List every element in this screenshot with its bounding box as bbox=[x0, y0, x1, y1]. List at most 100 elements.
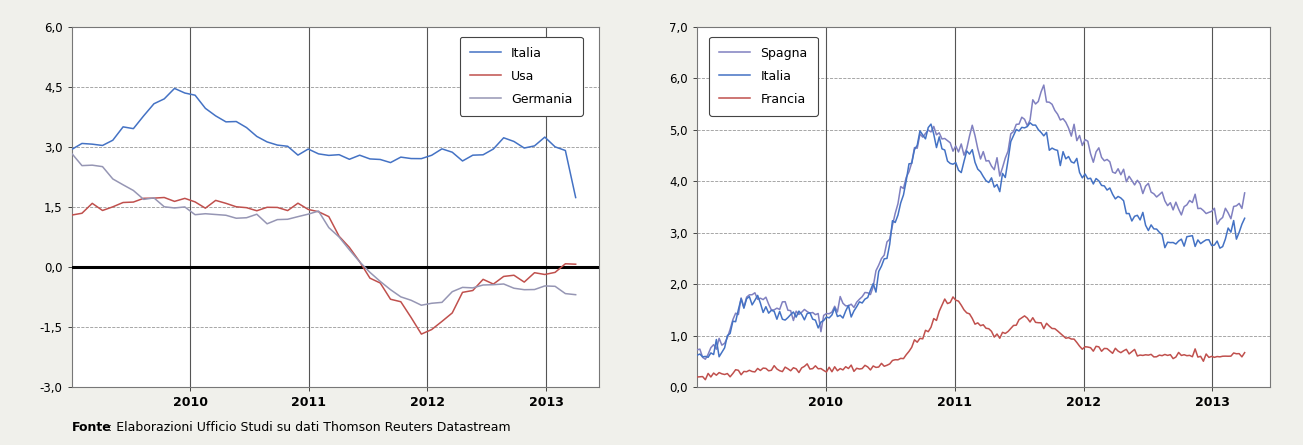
Francia bbox=[1237, 350, 1252, 355]
Spagna bbox=[838, 303, 853, 308]
Francia bbox=[1214, 354, 1230, 359]
Usa bbox=[568, 262, 584, 267]
Usa bbox=[259, 205, 275, 210]
Italia bbox=[218, 119, 233, 125]
Italia bbox=[465, 153, 481, 158]
Italia bbox=[310, 151, 326, 157]
Line: Francia: Francia bbox=[697, 297, 1244, 380]
Italia bbox=[125, 126, 141, 131]
Italia bbox=[794, 312, 809, 317]
Italia bbox=[291, 153, 306, 158]
Usa bbox=[547, 270, 563, 275]
Francia bbox=[794, 365, 809, 371]
Usa bbox=[238, 205, 254, 210]
Italia bbox=[238, 125, 254, 130]
Usa bbox=[341, 245, 357, 250]
Germania bbox=[188, 212, 203, 217]
Italia bbox=[362, 156, 378, 162]
Italia bbox=[689, 352, 705, 358]
Usa bbox=[486, 281, 502, 287]
Germania bbox=[373, 279, 388, 284]
Germania bbox=[547, 283, 563, 289]
Italia bbox=[486, 146, 502, 152]
Usa bbox=[537, 272, 552, 277]
Germania bbox=[383, 287, 399, 292]
Germania bbox=[146, 195, 162, 201]
Germania bbox=[476, 282, 491, 287]
Italia bbox=[321, 153, 336, 158]
Italia bbox=[136, 113, 151, 118]
Legend: Italia, Usa, Germania: Italia, Usa, Germania bbox=[460, 36, 582, 116]
Italia bbox=[526, 143, 542, 149]
Usa bbox=[218, 201, 233, 206]
Usa bbox=[394, 299, 409, 304]
Spagna bbox=[1214, 215, 1230, 220]
Italia bbox=[85, 142, 100, 147]
Italia bbox=[259, 139, 275, 145]
Germania bbox=[403, 298, 418, 303]
Usa bbox=[95, 208, 111, 213]
Usa bbox=[310, 209, 326, 214]
Spagna bbox=[1196, 208, 1212, 213]
Usa bbox=[177, 196, 193, 201]
Usa bbox=[228, 204, 244, 210]
Germania bbox=[568, 292, 584, 297]
Italia bbox=[838, 308, 853, 314]
Usa bbox=[167, 199, 182, 204]
Line: Italia: Italia bbox=[697, 123, 1244, 357]
Germania bbox=[341, 247, 357, 252]
Italia bbox=[547, 144, 563, 150]
Germania bbox=[198, 211, 214, 216]
Germania bbox=[208, 212, 224, 217]
Germania bbox=[291, 214, 306, 219]
Line: Italia: Italia bbox=[72, 89, 576, 198]
Usa bbox=[413, 332, 429, 337]
Germania bbox=[352, 259, 367, 264]
Usa bbox=[352, 259, 367, 264]
Usa bbox=[506, 273, 521, 278]
Italia bbox=[115, 124, 130, 129]
Spagna bbox=[1237, 190, 1252, 196]
Usa bbox=[125, 199, 141, 205]
Italia bbox=[301, 146, 317, 152]
Usa bbox=[249, 208, 265, 214]
Germania bbox=[106, 176, 121, 182]
Usa bbox=[558, 261, 573, 267]
Usa bbox=[156, 195, 172, 200]
Germania bbox=[249, 211, 265, 217]
Italia bbox=[1214, 244, 1230, 249]
Germania bbox=[516, 287, 532, 292]
Italia bbox=[724, 319, 740, 324]
Usa bbox=[291, 201, 306, 206]
Usa bbox=[516, 279, 532, 285]
Usa bbox=[146, 195, 162, 201]
Usa bbox=[465, 288, 481, 293]
Usa bbox=[434, 319, 450, 324]
Usa bbox=[136, 196, 151, 201]
Italia bbox=[383, 160, 399, 165]
Usa bbox=[383, 296, 399, 302]
Usa bbox=[270, 205, 285, 210]
Germania bbox=[496, 281, 512, 287]
Italia bbox=[1023, 120, 1038, 125]
Italia bbox=[537, 134, 552, 140]
Spagna bbox=[689, 347, 705, 352]
Italia bbox=[228, 119, 244, 124]
Usa bbox=[362, 275, 378, 281]
Germania bbox=[167, 205, 182, 210]
Usa bbox=[423, 327, 439, 332]
Line: Spagna: Spagna bbox=[697, 85, 1244, 359]
Italia bbox=[423, 153, 439, 158]
Germania bbox=[115, 182, 130, 187]
Germania bbox=[136, 197, 151, 202]
Italia bbox=[156, 96, 172, 101]
Usa bbox=[198, 206, 214, 211]
Usa bbox=[373, 280, 388, 286]
Italia bbox=[394, 154, 409, 160]
Italia bbox=[352, 153, 367, 158]
Usa bbox=[496, 274, 512, 279]
Italia bbox=[373, 157, 388, 162]
Italia bbox=[496, 135, 512, 141]
Germania bbox=[558, 291, 573, 296]
Germania bbox=[280, 217, 296, 222]
